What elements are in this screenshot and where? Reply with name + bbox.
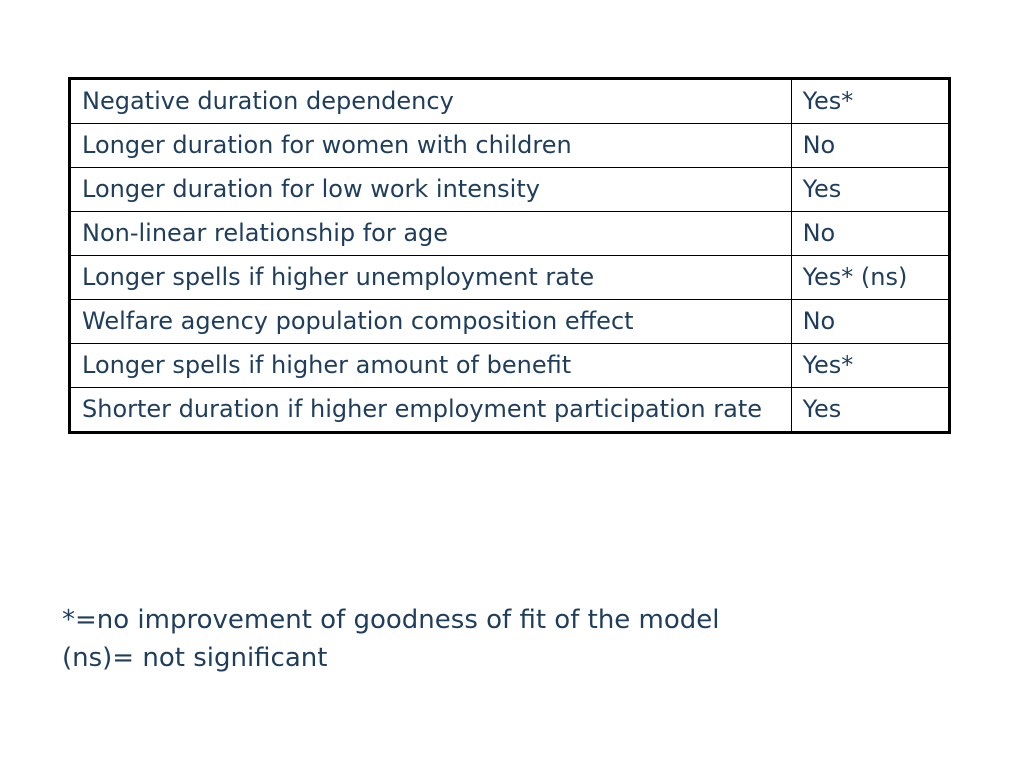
table-row: Longer spells if higher amount of benefi…: [69, 343, 951, 388]
footnote-ns: (ns)= not significant: [62, 643, 328, 673]
row-label: Welfare agency population composition ef…: [69, 299, 792, 344]
row-value: No: [790, 123, 951, 168]
row-value: Yes*: [790, 78, 951, 124]
row-value: No: [790, 299, 951, 344]
row-label: Non-linear relationship for age: [69, 211, 792, 256]
row-value: Yes: [790, 167, 951, 212]
row-label: Shorter duration if higher employment pa…: [69, 387, 792, 433]
row-value: Yes* (ns): [790, 255, 951, 300]
row-value: No: [790, 211, 951, 256]
table-row: Negative duration dependency Yes*: [69, 78, 951, 124]
row-label: Negative duration dependency: [69, 78, 792, 124]
table-row: Welfare agency population composition ef…: [69, 299, 951, 344]
row-label: Longer spells if higher unemployment rat…: [69, 255, 792, 300]
row-value: Yes*: [790, 343, 951, 388]
row-label: Longer duration for women with children: [69, 123, 792, 168]
row-label: Longer spells if higher amount of benefi…: [69, 343, 792, 388]
results-table: Negative duration dependency Yes* Longer…: [68, 77, 951, 434]
row-label: Longer duration for low work intensity: [69, 167, 792, 212]
table-row: Non-linear relationship for age No: [69, 211, 951, 256]
table-row: Longer duration for low work intensity Y…: [69, 167, 951, 212]
row-value: Yes: [790, 387, 951, 433]
table-row: Shorter duration if higher employment pa…: [69, 387, 951, 433]
footnote-asterisk: *=no improvement of goodness of fit of t…: [62, 605, 720, 635]
table-row: Longer spells if higher unemployment rat…: [69, 255, 951, 300]
table-row: Longer duration for women with children …: [69, 123, 951, 168]
footnotes: *=no improvement of goodness of fit of t…: [62, 601, 720, 677]
